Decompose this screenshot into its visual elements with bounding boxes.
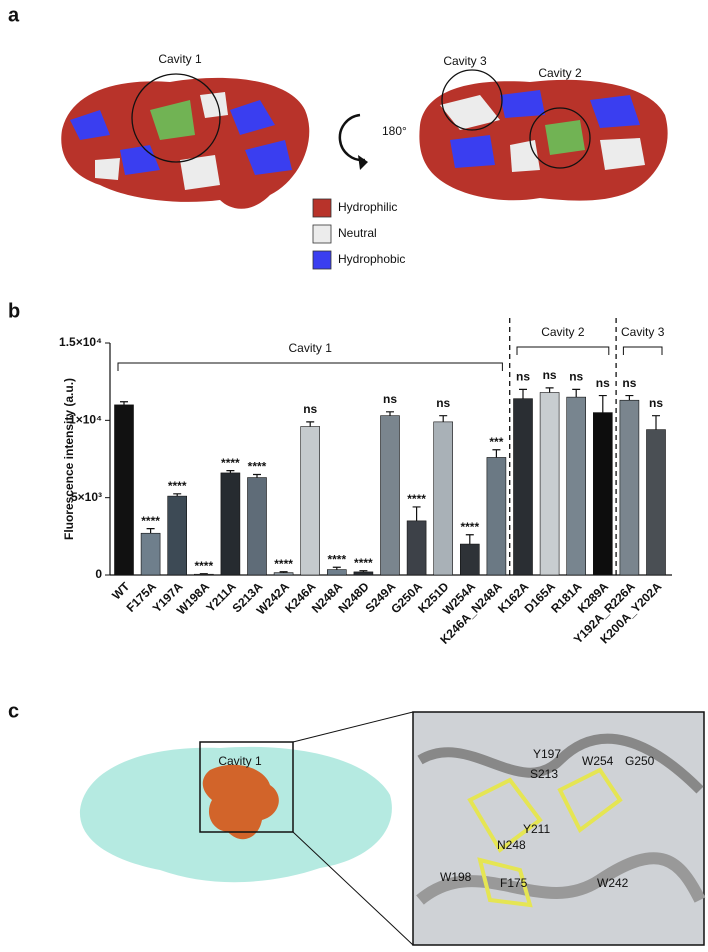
legend-swatch — [313, 225, 331, 243]
bar — [301, 427, 320, 575]
significance-label: **** — [354, 556, 373, 570]
error-bar — [492, 450, 500, 458]
bar — [115, 405, 134, 575]
significance-label: **** — [248, 460, 267, 474]
bar — [593, 413, 612, 575]
legend-swatch — [313, 199, 331, 217]
significance-label: ns — [596, 376, 610, 390]
legend-swatch — [313, 251, 331, 269]
significance-label: **** — [221, 456, 240, 470]
significance-label: **** — [460, 520, 479, 534]
bar — [514, 399, 533, 575]
significance-label: **** — [407, 492, 426, 506]
rotation-label: 180° — [382, 124, 407, 138]
significance-label: ns — [303, 402, 317, 416]
error-bar — [173, 494, 181, 496]
bar — [381, 416, 400, 575]
significance-label: **** — [327, 552, 346, 566]
residue-label: Y197 — [533, 747, 561, 761]
panel-label: b — [8, 300, 20, 322]
residue-label: W242 — [597, 876, 629, 890]
bar — [354, 572, 373, 575]
significance-label: ns — [569, 370, 583, 384]
legend-label: Hydrophilic — [338, 200, 397, 214]
residue-label: S213 — [530, 767, 558, 781]
cavity-label: Cavity 2 — [538, 66, 582, 80]
bar — [141, 533, 160, 575]
significance-label: **** — [274, 557, 293, 571]
significance-label: ns — [622, 376, 636, 390]
error-bar — [306, 422, 314, 427]
group-bracket — [517, 347, 609, 355]
bar — [540, 392, 559, 575]
significance-label: **** — [194, 559, 213, 573]
y-axis-label: Fluorescence intensity (a.u.) — [62, 378, 76, 540]
residue-label: W254 — [582, 754, 614, 768]
legend: Hydrophilic Neutral Hydrophobic — [313, 199, 405, 269]
bar — [567, 397, 586, 575]
significance-label: **** — [168, 479, 187, 493]
significance-label: ns — [383, 392, 397, 406]
bar-chart: 05×10³1×10⁴1.5×10⁴WT****F175A****Y197A**… — [59, 318, 672, 647]
error-bar — [652, 416, 660, 430]
significance-label: ns — [649, 396, 663, 410]
bar — [248, 478, 267, 575]
significance-label: ns — [543, 368, 557, 382]
error-bar — [519, 389, 527, 398]
legend-label: Hydrophobic — [338, 252, 405, 266]
protein-surface-right — [419, 70, 667, 201]
residue-label: Y211 — [523, 822, 550, 836]
error-bar — [439, 416, 447, 422]
error-bar — [253, 474, 261, 477]
bar — [327, 570, 346, 575]
significance-label: ns — [516, 370, 530, 384]
error-bar — [599, 396, 607, 413]
bar — [460, 544, 479, 575]
error-bar — [226, 471, 234, 473]
error-bar — [466, 535, 474, 544]
cavity-label: Cavity 1 — [158, 52, 202, 66]
error-bar — [120, 402, 128, 405]
protein-surface-left — [61, 74, 309, 209]
group-label: Cavity 1 — [289, 341, 333, 355]
bar — [274, 573, 293, 575]
error-bar — [625, 396, 633, 401]
group-label: Cavity 2 — [541, 325, 585, 339]
error-bar — [386, 412, 394, 416]
residue-label: G250 — [625, 754, 655, 768]
residue-label: F175 — [500, 876, 528, 890]
significance-label: *** — [489, 435, 503, 449]
bar — [168, 496, 187, 575]
significance-label: ns — [436, 396, 450, 410]
group-label: Cavity 3 — [621, 325, 665, 339]
cavity-label: Cavity 3 — [443, 54, 487, 68]
error-bar — [333, 567, 341, 569]
bar — [221, 473, 240, 575]
bar — [620, 400, 639, 575]
panel-label: a — [8, 4, 20, 26]
bar — [647, 430, 666, 575]
panel-label: c — [8, 700, 19, 722]
group-bracket — [623, 347, 662, 355]
error-bar — [147, 529, 155, 534]
cavity-label: Cavity 1 — [218, 754, 262, 768]
error-bar — [546, 388, 554, 393]
y-tick-label: 1×10⁴ — [69, 413, 102, 427]
y-tick-label: 1.5×10⁴ — [59, 335, 102, 349]
residue-label: N248 — [497, 838, 526, 852]
rotation-arrow — [340, 115, 368, 170]
y-tick-label: 5×10³ — [71, 490, 102, 504]
y-tick-label: 0 — [95, 567, 102, 581]
group-bracket — [118, 363, 502, 371]
error-bar — [413, 507, 421, 521]
bar — [434, 422, 453, 575]
bar — [407, 521, 426, 575]
significance-label: **** — [141, 514, 160, 528]
error-bar — [572, 389, 580, 397]
residue-label: W198 — [440, 870, 472, 884]
bar — [487, 457, 506, 575]
legend-label: Neutral — [338, 226, 377, 240]
protein-surface — [80, 712, 413, 945]
